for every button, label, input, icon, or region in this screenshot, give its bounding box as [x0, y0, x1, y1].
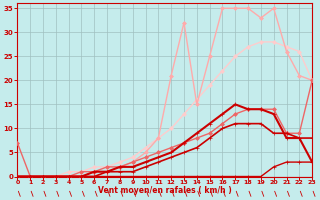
X-axis label: Vent moyen/en rafales ( km/h ): Vent moyen/en rafales ( km/h ) [98, 186, 232, 195]
